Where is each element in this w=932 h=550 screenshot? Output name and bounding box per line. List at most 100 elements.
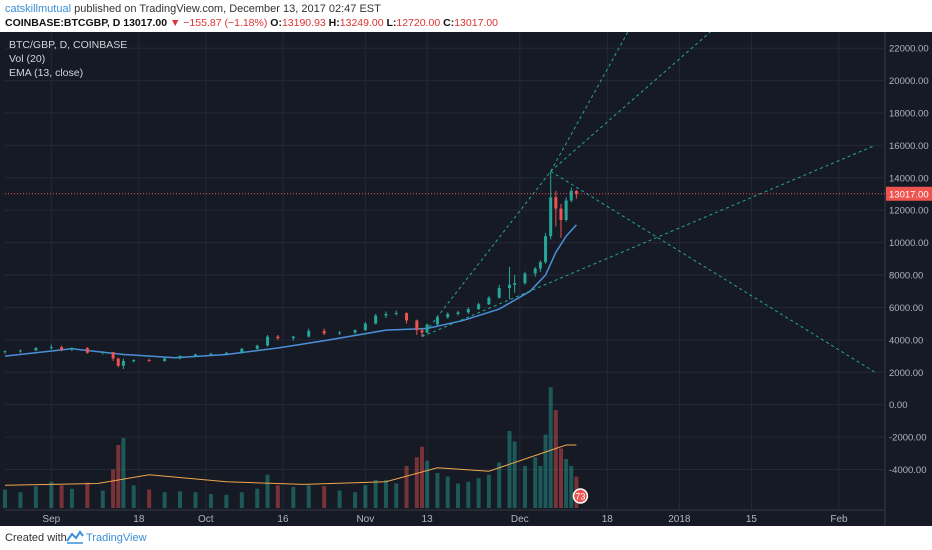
- y-tick-label: 10000.00: [889, 238, 929, 249]
- candle-body: [456, 312, 460, 314]
- volume-bar: [466, 481, 471, 508]
- x-tick-label: Dec: [511, 514, 529, 525]
- candle-body: [307, 330, 311, 337]
- y-tick-label: 4000.00: [889, 335, 923, 346]
- last-price-tag: [886, 186, 932, 201]
- candle-body: [338, 332, 342, 334]
- volume-bar: [116, 445, 121, 508]
- trend-line: [421, 144, 876, 338]
- candle-body: [513, 283, 517, 285]
- chart-background: [0, 32, 932, 526]
- volume-bar: [69, 488, 74, 508]
- candle-body: [34, 347, 38, 351]
- volume-bar: [419, 446, 424, 508]
- candle-body: [384, 313, 388, 316]
- last-price: 13017.00: [123, 17, 168, 29]
- volume-bar: [486, 474, 491, 508]
- x-tick-label: 13: [422, 514, 434, 525]
- candle-body: [178, 356, 182, 359]
- volume-bar: [435, 473, 440, 508]
- candle-body: [132, 360, 136, 362]
- low-label: L:: [386, 17, 397, 29]
- candle-body: [544, 236, 548, 263]
- candle-body: [209, 353, 213, 355]
- volume-bar: [476, 478, 481, 508]
- trend-line: [550, 32, 629, 172]
- chart-legend: BTC/GBP, D, COINBASE Vol (20) EMA (13, c…: [9, 38, 127, 80]
- x-tick-label: Nov: [356, 514, 374, 525]
- candle-body: [446, 313, 450, 318]
- volume-bar: [131, 485, 136, 508]
- publish-info: catskillmutual published on TradingView.…: [5, 3, 381, 15]
- close-value: 13017.00: [454, 17, 499, 29]
- candle-body: [538, 262, 542, 269]
- x-tick-label: Oct: [198, 514, 214, 525]
- volume-bar: [3, 489, 7, 508]
- volume-bar: [275, 485, 280, 508]
- x-tick-label: 18: [602, 514, 614, 525]
- candle-body: [121, 360, 125, 366]
- volume-bar: [538, 466, 543, 508]
- candle-body: [374, 315, 378, 324]
- publish-bar: catskillmutual published on TradingView.…: [0, 0, 932, 32]
- candle-body: [101, 352, 105, 354]
- volume-bar: [208, 494, 213, 508]
- candle-body: [266, 336, 270, 346]
- volume-bar: [147, 489, 152, 508]
- price-chart[interactable]: Sep 18 Oct 16 Nov 13 Dec 18 2018 15 Feb 22000.00 200…: [0, 32, 932, 526]
- volume-bar: [456, 483, 461, 508]
- candle-body: [18, 350, 22, 352]
- volume-bar: [85, 482, 90, 508]
- candle-body: [240, 348, 244, 353]
- y-tick-label: 14000.00: [889, 173, 929, 184]
- volume-bar: [291, 487, 296, 508]
- candle-body: [533, 268, 537, 274]
- volume-bar: [533, 457, 538, 508]
- volume-bar: [162, 492, 167, 508]
- y-tick-label: 16000.00: [889, 141, 929, 152]
- candle-body: [466, 309, 470, 313]
- candle-body: [85, 347, 89, 353]
- volume-bar: [445, 476, 450, 508]
- volume-bar: [255, 488, 260, 508]
- volume-badge-label: 73: [575, 492, 585, 502]
- candle-body: [497, 288, 501, 298]
- y-tick-label: 20000.00: [889, 76, 929, 87]
- candle-body: [549, 197, 553, 237]
- volume-bar: [414, 457, 419, 508]
- volume-bar: [337, 490, 342, 508]
- candle-body: [163, 358, 167, 361]
- legend-volume: Vol (20): [9, 53, 46, 65]
- author-link[interactable]: catskillmutual: [5, 3, 72, 15]
- x-tick-label: 15: [746, 514, 758, 525]
- candle-body: [353, 330, 357, 333]
- volume-bar: [306, 485, 311, 508]
- symbol-ohlc-line: COINBASE:BTCGBP, D 13017.00 ▼ −155.87 (−…: [5, 17, 498, 29]
- volume-bar: [33, 486, 38, 508]
- volume-bar: [548, 387, 553, 508]
- candle-body: [415, 320, 419, 331]
- x-tick-label: 2018: [668, 514, 691, 525]
- volume-bar: [49, 481, 54, 508]
- x-tick-label: Sep: [42, 514, 60, 525]
- published-text: published on TradingView.com, December 1…: [74, 3, 381, 15]
- y-tick-label: 6000.00: [889, 303, 923, 314]
- trend-line: [421, 171, 552, 337]
- candle-body: [523, 273, 527, 284]
- tradingview-brand[interactable]: TradingView: [86, 532, 147, 544]
- candle-body: [435, 317, 439, 325]
- volume-bar: [394, 483, 399, 508]
- volume-ma-line: [4, 444, 577, 486]
- y-tick-label: 18000.00: [889, 109, 929, 120]
- volume-bar: [322, 486, 327, 508]
- high-value: 13249.00: [339, 17, 384, 29]
- candle-body: [193, 354, 197, 357]
- legend-symbol: BTC/GBP, D, COINBASE: [9, 39, 128, 51]
- open-value: 13190.93: [281, 17, 326, 29]
- x-tick-label: Feb: [830, 514, 848, 525]
- y-tick-label: 8000.00: [889, 271, 923, 282]
- chart-area[interactable]: Sep 18 Oct 16 Nov 13 Dec 18 2018 15 Feb 22000.00 200…: [0, 32, 932, 526]
- last-price-label: 13017.00: [889, 189, 929, 200]
- x-tick-label: 16: [277, 514, 289, 525]
- candle-body: [291, 336, 295, 339]
